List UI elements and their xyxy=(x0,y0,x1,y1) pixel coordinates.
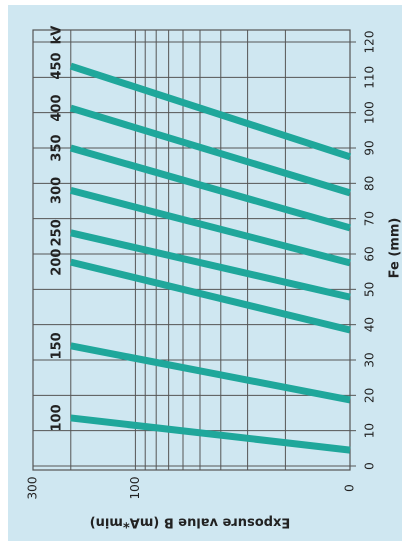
panel xyxy=(8,5,402,541)
y-tick-label: 60 xyxy=(363,246,377,261)
y-tick-label: 0 xyxy=(363,462,377,470)
series-label: 150 xyxy=(50,332,65,359)
y-tick-label: 120 xyxy=(363,31,377,54)
y-tick-label: 40 xyxy=(363,317,377,332)
series-label: 400 xyxy=(50,95,65,122)
series-label: 300 xyxy=(50,177,65,204)
x-axis-title: Exposure value B (mA*min) xyxy=(90,515,291,530)
x-tick-label: 0 xyxy=(343,484,357,492)
series-label: 250 xyxy=(50,219,65,246)
series-label: 100 xyxy=(50,404,65,431)
series-line xyxy=(70,342,351,404)
series-label: 450 xyxy=(50,52,65,79)
y-tick-label: 50 xyxy=(363,282,377,297)
series-line xyxy=(70,414,351,454)
x-tick-label: 300 xyxy=(26,477,40,500)
series-line xyxy=(70,229,351,301)
y-tick-label: 20 xyxy=(363,388,377,403)
plot-frame xyxy=(32,29,351,471)
series-label: 350 xyxy=(50,134,65,161)
y-tick-label: 90 xyxy=(363,140,377,155)
series-line xyxy=(69,258,351,334)
y-tick-label: 80 xyxy=(363,176,377,191)
y-tick-label: 70 xyxy=(363,211,377,226)
y-tick-label: 10 xyxy=(363,423,377,438)
x-tick-label: 100 xyxy=(128,477,142,500)
series-label: 200 xyxy=(50,249,65,276)
y-tick-label: 100 xyxy=(363,101,377,124)
y-tick-label: 110 xyxy=(363,66,377,89)
series-line xyxy=(69,62,352,161)
y-tick-label: 30 xyxy=(363,352,377,367)
series-unit: kV xyxy=(49,26,64,45)
series-line xyxy=(69,144,351,232)
series-line xyxy=(69,187,351,267)
series-line xyxy=(69,104,352,197)
y-axis-title: Fe (mm) xyxy=(388,218,403,279)
